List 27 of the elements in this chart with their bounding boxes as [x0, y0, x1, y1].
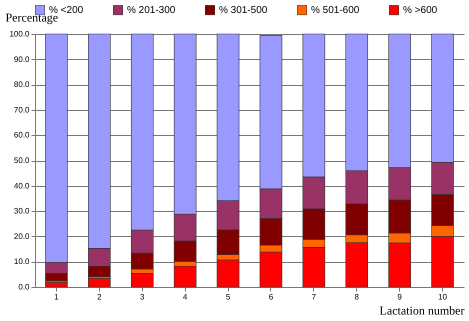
x-tick-label: 1: [54, 292, 60, 302]
x-tick-label: 4: [182, 292, 188, 302]
x-tick-label: 2: [97, 292, 102, 302]
y-tick-label: 30.0: [14, 206, 30, 216]
y-tick-label: 90.0: [14, 54, 30, 64]
y-tick-label: 0.0: [18, 282, 30, 292]
legend-label: % >600: [403, 5, 438, 16]
x-tick-label: 10: [438, 292, 448, 302]
x-tick-label: 9: [397, 292, 402, 302]
y-tick-label: 20.0: [14, 232, 30, 241]
x-axis-title: Lactation number: [380, 304, 464, 318]
y-tick-label: 70.0: [14, 105, 30, 114]
y-tick-label: 40.0: [14, 181, 30, 190]
legend-label: % <200: [49, 5, 84, 16]
x-tick-label: 7: [312, 292, 317, 302]
y-tick-label: 60.0: [14, 130, 30, 140]
y-tick-label: 10.0: [14, 257, 30, 266]
legend-label: % 301-500: [219, 5, 268, 16]
y-tick-label: 50.0: [14, 156, 30, 165]
x-tick-label: 3: [140, 292, 146, 302]
legend-label: % 201-300: [127, 5, 176, 16]
x-tick-label: 5: [226, 292, 231, 302]
x-tick-label: 6: [268, 292, 274, 302]
x-tick-label: 8: [354, 292, 360, 302]
y-tick-label: 80.0: [14, 80, 30, 90]
legend-label: % 501-600: [311, 5, 360, 16]
y-tick-label: 100.0: [9, 30, 30, 38]
